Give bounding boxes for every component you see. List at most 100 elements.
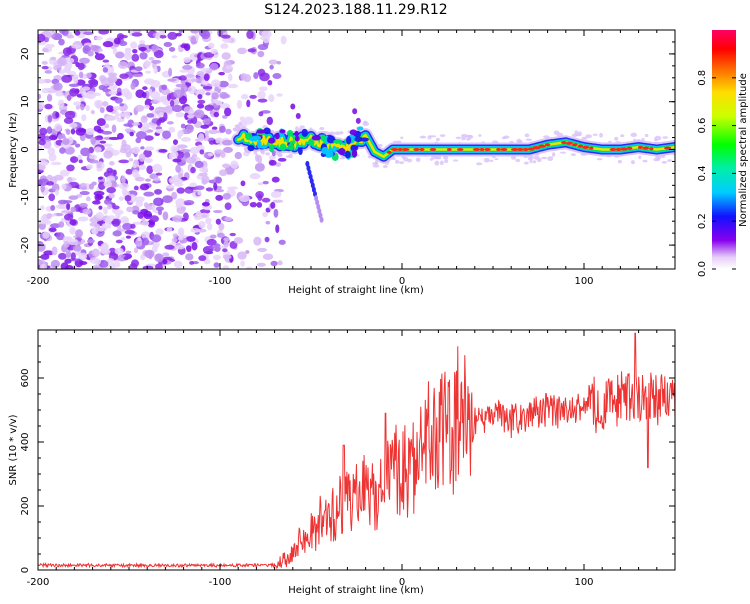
noise-speckle <box>215 137 221 144</box>
noise-speckle <box>55 204 67 210</box>
noise-speckle <box>185 235 196 242</box>
signal-blob <box>263 127 271 135</box>
noise-speckle <box>144 146 155 151</box>
noise-speckle <box>241 93 249 100</box>
noise-speckle <box>87 50 94 57</box>
signal-blob <box>298 147 303 155</box>
noise-speckle <box>171 55 178 59</box>
noise-speckle <box>115 51 125 59</box>
noise-speckle <box>169 99 175 107</box>
noise-speckle <box>49 223 61 229</box>
noise-speckles <box>38 30 675 269</box>
noise-speckle <box>133 247 139 254</box>
noise-speckle <box>143 213 153 217</box>
noise-speckle <box>108 136 120 141</box>
noise-speckle <box>222 265 230 269</box>
noise-speckle <box>224 216 233 222</box>
signal-core <box>390 148 399 151</box>
chart-title: S124.2023.188.11.29.R12 <box>264 2 447 18</box>
noise-speckle <box>205 217 212 225</box>
noise-speckle <box>270 191 282 198</box>
noise-speckle <box>138 153 146 162</box>
noise-speckle <box>265 220 271 225</box>
noise-speckle <box>236 99 243 109</box>
noise-speckle <box>65 61 73 70</box>
noise-speckle <box>108 192 115 199</box>
y-tick-label: 600 <box>20 368 31 387</box>
faint-speckle <box>577 131 582 137</box>
noise-speckle <box>141 220 150 226</box>
noise-speckle <box>38 243 46 252</box>
faint-speckle <box>559 151 567 154</box>
noise-speckle <box>247 48 256 53</box>
faint-speckle <box>541 156 548 160</box>
noise-speckle <box>151 44 159 52</box>
noise-speckle <box>90 109 95 115</box>
faint-speckle <box>319 126 325 131</box>
noise-speckle <box>152 163 163 173</box>
noise-speckle <box>108 90 118 95</box>
faint-speckle <box>429 158 434 161</box>
faint-speckle <box>489 159 494 163</box>
signal-blob <box>344 150 351 159</box>
signal-core <box>664 146 672 150</box>
noise-speckle <box>175 112 185 118</box>
faint-speckle <box>419 135 427 139</box>
faint-speckle <box>667 159 672 163</box>
noise-speckle <box>117 61 129 69</box>
noise-speckle <box>203 73 210 82</box>
noise-speckle <box>70 128 76 135</box>
noise-speckle <box>208 129 218 135</box>
y-tick-label: 0 <box>20 146 31 152</box>
noise-speckle <box>268 59 278 65</box>
noise-speckle <box>179 148 191 153</box>
signal-track <box>231 103 675 223</box>
noise-speckle <box>41 65 49 70</box>
signal-blob <box>279 129 286 134</box>
y-tick-label: 20 <box>20 48 31 61</box>
signal-core <box>609 148 617 151</box>
signal-blob <box>349 129 357 136</box>
noise-speckle <box>134 66 143 72</box>
noise-speckle <box>46 174 53 182</box>
noise-speckle <box>221 52 231 60</box>
noise-speckle <box>66 34 75 39</box>
faint-speckle <box>465 134 472 138</box>
noise-speckle <box>45 135 50 142</box>
noise-speckle <box>190 166 196 174</box>
noise-speckle <box>270 260 278 267</box>
noise-speckle <box>172 215 183 223</box>
faint-speckle <box>596 158 603 161</box>
noise-speckle <box>131 122 141 126</box>
noise-speckle <box>189 146 201 155</box>
noise-speckle <box>59 147 66 154</box>
noise-speckle <box>89 217 100 223</box>
signal-core <box>419 148 425 151</box>
colorbar-tick-label: 0.6 <box>697 118 708 134</box>
noise-speckle <box>124 111 131 119</box>
noise-speckle <box>159 34 167 39</box>
x-tick-label: -100 <box>209 577 232 588</box>
noise-speckle <box>234 151 242 160</box>
noise-speckle <box>162 252 170 257</box>
noise-speckle <box>146 165 154 174</box>
noise-speckle <box>64 110 76 120</box>
noise-speckle <box>275 224 280 234</box>
noise-speckle <box>75 229 83 238</box>
noise-speckle <box>257 44 269 51</box>
noise-speckle <box>107 258 115 264</box>
faint-speckle <box>452 159 459 162</box>
noise-speckle <box>258 111 264 117</box>
noise-speckle <box>50 259 60 268</box>
noise-speckle <box>134 177 145 182</box>
faint-speckle <box>551 152 556 158</box>
noise-speckle <box>93 125 102 132</box>
noise-speckle <box>184 43 191 51</box>
noise-speckle <box>215 194 224 201</box>
faint-speckle <box>333 131 341 135</box>
signal-spike <box>352 108 358 115</box>
faint-speckle <box>585 134 592 139</box>
faint-speckle <box>529 158 533 164</box>
